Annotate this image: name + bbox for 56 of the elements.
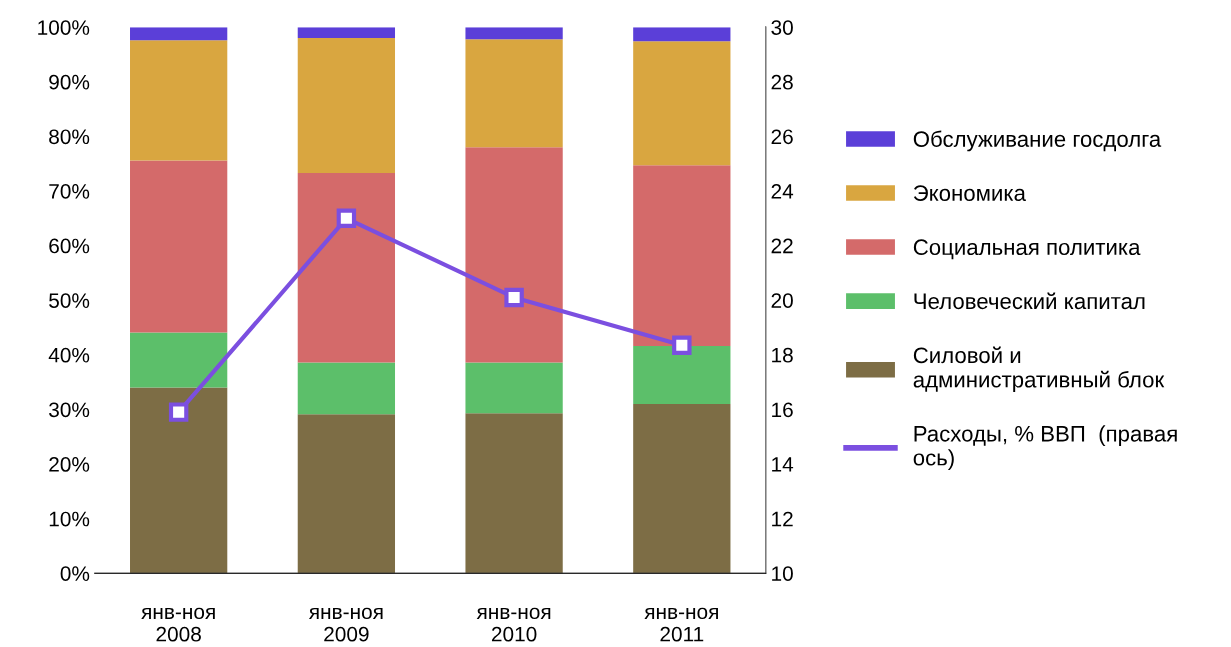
bar <box>633 346 731 404</box>
y2-tick-label: 28 <box>771 74 793 90</box>
y-tick-label: 60% <box>49 238 90 254</box>
y2-tick-label: 12 <box>772 511 793 527</box>
y-tick-label: 70% <box>49 184 90 199</box>
point <box>672 335 692 355</box>
x-tick-label: янв-ноя 2010 <box>476 607 551 642</box>
bar <box>130 27 228 41</box>
bar <box>130 40 228 161</box>
y2-tick-label: 16 <box>772 402 793 418</box>
bar <box>465 147 563 363</box>
y-tick-label: 30% <box>49 402 90 418</box>
bar <box>297 27 396 39</box>
bar <box>297 38 396 173</box>
point <box>504 287 524 308</box>
y2-tick-label: 14 <box>772 457 794 472</box>
bar <box>465 27 563 40</box>
bar <box>633 403 731 574</box>
y2-tick-label: 18 <box>772 347 793 363</box>
bar <box>465 362 563 414</box>
y-tick-label: 100% <box>38 20 90 35</box>
x-tick-label: янв-ноя 2008 <box>141 607 215 642</box>
bar <box>465 39 563 148</box>
bar <box>297 172 396 363</box>
y-tick-label: 50% <box>49 293 90 308</box>
bar <box>130 332 228 388</box>
bar <box>633 165 731 347</box>
y2-tick-label: 20 <box>771 293 793 308</box>
legend-label: Социальная политика <box>913 239 1141 260</box>
y2-tick-label: 24 <box>771 184 794 199</box>
x-tick-label: янв-ноя 2009 <box>308 607 383 642</box>
y-tick-label: 90% <box>49 74 90 90</box>
y-tick-label: 20% <box>49 457 90 472</box>
bar <box>465 413 563 574</box>
y-tick-label: 80% <box>49 129 90 145</box>
legend-label: Силовой и административный блок <box>913 346 1165 392</box>
point <box>336 208 357 229</box>
y2-tick-label: 26 <box>771 129 793 145</box>
y-tick-label: 40% <box>48 347 90 363</box>
bar <box>130 387 228 574</box>
y2-tick-label: 30 <box>771 20 793 35</box>
bar <box>130 160 228 333</box>
bar <box>633 41 731 166</box>
legend-label: Расходы, % ВВП (правая ось) <box>913 425 1177 470</box>
legend-label: Экономика <box>913 185 1026 202</box>
bar <box>297 414 396 574</box>
legend-label: Человеческий капитал <box>914 292 1145 310</box>
bar <box>297 362 396 415</box>
y-tick-label: 0% <box>60 566 90 581</box>
y-tick-label: 10% <box>49 511 90 527</box>
legend-label: Обслуживание госдолга <box>913 130 1162 152</box>
x-tick-label: янв-ноя 2011 <box>644 607 718 642</box>
bar <box>633 27 731 42</box>
y2-tick-label: 10 <box>772 566 793 581</box>
y2-tick-label: 22 <box>771 238 793 254</box>
point <box>168 402 189 422</box>
